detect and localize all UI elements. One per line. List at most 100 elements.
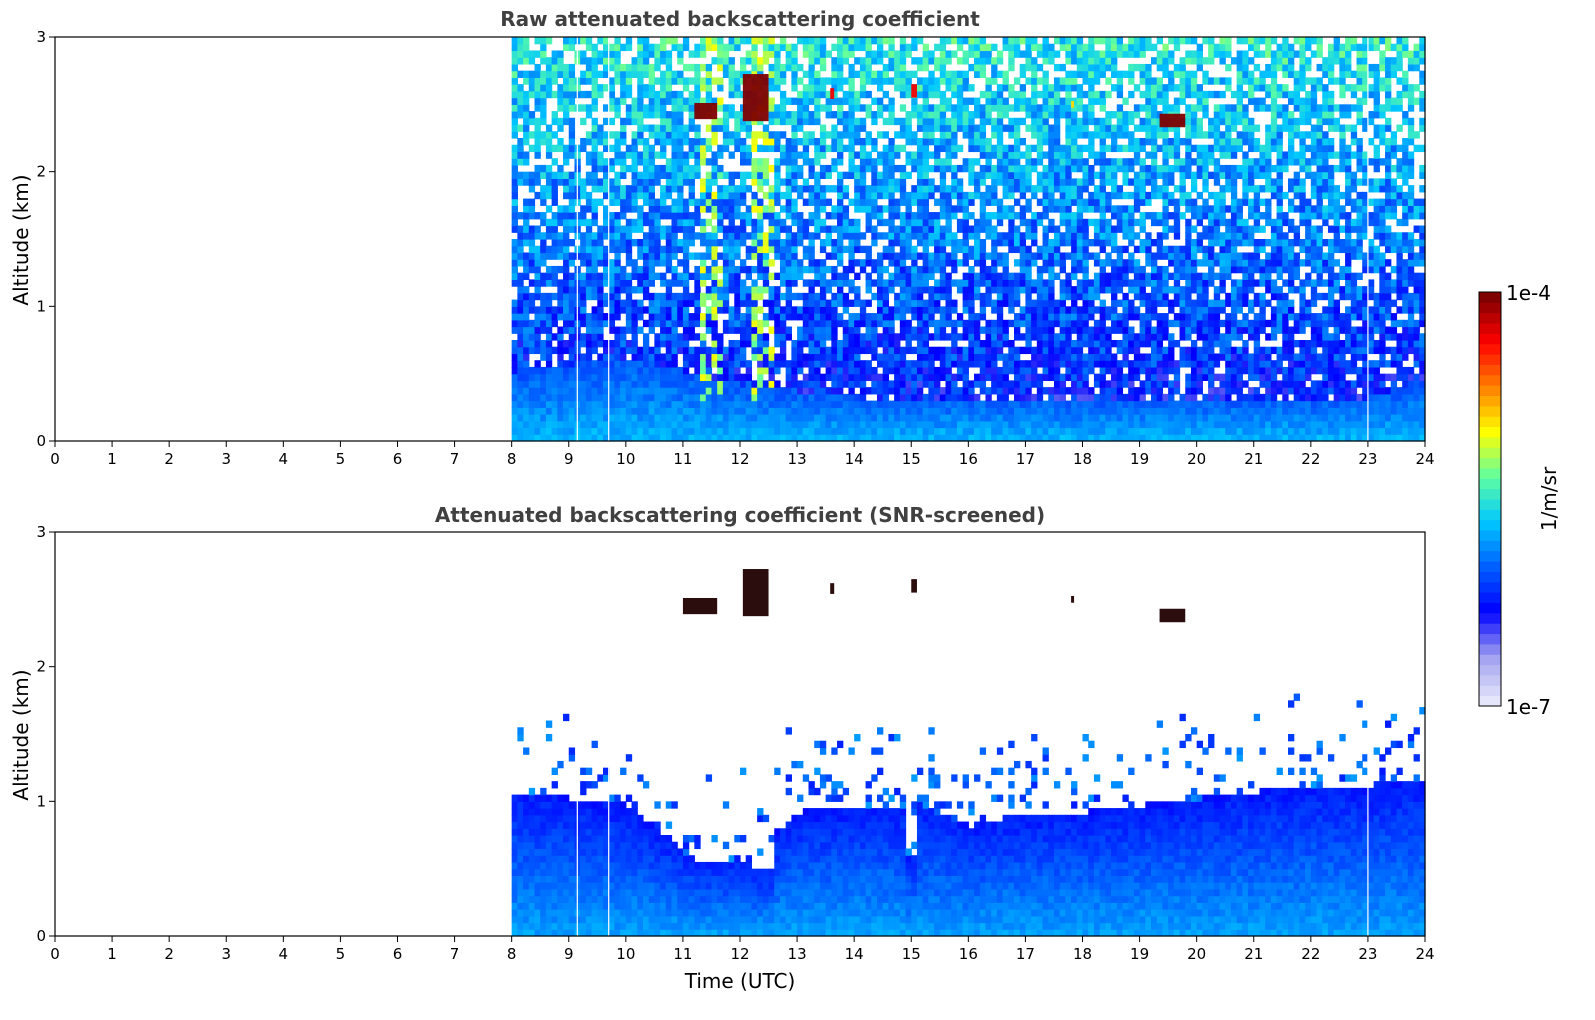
heatmap-cell — [797, 212, 804, 220]
heatmap-cell — [665, 353, 673, 361]
heatmap-cell — [642, 265, 650, 274]
heatmap-cell — [831, 373, 838, 381]
heatmap-cell — [740, 326, 747, 334]
heatmap-cell — [905, 360, 912, 368]
heatmap-cell — [528, 373, 536, 381]
heatmap-cell — [557, 373, 564, 381]
heatmap-cell — [631, 57, 638, 65]
heatmap-cell — [1059, 84, 1066, 92]
heatmap-cell — [728, 387, 735, 395]
heatmap-cell — [694, 387, 701, 395]
heatmap-cell — [888, 252, 895, 260]
heatmap-cell — [1082, 407, 1089, 415]
heatmap-cell — [888, 333, 895, 341]
heatmap-cell — [620, 366, 627, 375]
heatmap-cell — [837, 299, 844, 307]
heatmap-cell — [854, 380, 861, 388]
heatmap-cell — [682, 239, 690, 247]
heatmap-cell — [774, 326, 781, 334]
heatmap-cell — [1093, 239, 1101, 247]
heatmap-cell — [802, 151, 810, 159]
heatmap-cell — [511, 117, 518, 126]
heatmap-cell — [523, 225, 530, 233]
heatmap-cell — [654, 306, 661, 314]
heatmap-cell — [928, 164, 935, 173]
heatmap-cell — [740, 313, 747, 321]
heatmap-cell — [928, 346, 935, 355]
heatmap-cell — [700, 299, 707, 307]
heatmap-cell — [585, 313, 593, 321]
heatmap-cell — [648, 380, 655, 388]
heatmap-cell — [700, 420, 707, 429]
heatmap-cell — [740, 57, 747, 65]
heatmap-cell — [1093, 50, 1101, 58]
heatmap-cell — [797, 111, 804, 119]
heatmap-cell — [665, 340, 673, 348]
heatmap-cell — [779, 239, 787, 247]
heatmap-cell — [523, 326, 530, 334]
heatmap-cell — [854, 164, 861, 173]
heatmap-cell — [757, 434, 764, 442]
heatmap-cell — [802, 319, 810, 328]
heatmap-cell — [791, 373, 798, 381]
heatmap-cell — [545, 70, 553, 78]
heatmap-cell — [591, 259, 598, 267]
heatmap-cell — [603, 353, 610, 361]
heatmap-cell — [648, 232, 655, 240]
heatmap-cell — [888, 434, 895, 442]
heatmap-cell — [882, 420, 890, 429]
heatmap-cell — [614, 239, 621, 247]
heatmap-cell — [1065, 191, 1072, 200]
heatmap-cell — [1019, 366, 1027, 375]
heatmap-cell — [802, 299, 810, 307]
heatmap-cell — [722, 232, 730, 240]
heatmap-cell — [1048, 265, 1055, 274]
heatmap-cell — [1019, 272, 1027, 280]
heatmap-cell — [591, 239, 598, 247]
heatmap-cell — [671, 151, 678, 159]
heatmap-cell — [631, 265, 638, 274]
heatmap-cell — [568, 353, 576, 361]
heatmap-cell — [962, 259, 969, 267]
heatmap-cell — [877, 360, 884, 368]
heatmap-cell — [700, 178, 707, 186]
heatmap-cell — [717, 37, 724, 45]
heatmap-cell — [648, 400, 655, 408]
heatmap-cell — [871, 164, 878, 173]
heatmap-cell — [848, 171, 855, 179]
heatmap-cell — [591, 427, 598, 435]
heatmap-cell — [951, 104, 958, 112]
heatmap-cell — [677, 239, 684, 247]
heatmap-cell — [762, 138, 770, 146]
heatmap-cell — [848, 360, 855, 368]
heatmap-cell — [968, 393, 975, 402]
heatmap-cell — [580, 117, 587, 126]
heatmap-cell — [962, 84, 969, 92]
heatmap-cell — [922, 434, 929, 442]
heatmap-cell — [705, 313, 713, 321]
heatmap-cell — [1031, 373, 1038, 381]
heatmap-cell — [877, 265, 884, 274]
heatmap-cell — [916, 225, 924, 233]
heatmap-cell — [722, 225, 730, 233]
heatmap-cell — [665, 97, 673, 105]
heatmap-cell — [688, 380, 695, 388]
heatmap-cell — [899, 77, 907, 85]
heatmap-cell — [637, 171, 644, 179]
heatmap-cell — [757, 360, 764, 368]
heatmap-cell — [848, 111, 855, 119]
heatmap-cell — [557, 124, 564, 132]
heatmap-cell — [637, 104, 644, 112]
heatmap-cell — [916, 185, 924, 193]
heatmap-cell — [1002, 393, 1009, 402]
heatmap-cell — [711, 164, 718, 173]
heatmap-cell — [916, 346, 924, 355]
heatmap-cell — [1025, 43, 1032, 52]
heatmap-cell — [1025, 272, 1032, 280]
heatmap-cell — [568, 198, 576, 206]
heatmap-cell — [757, 178, 764, 186]
heatmap-cell — [608, 232, 616, 240]
heatmap-cell — [580, 400, 587, 408]
heatmap-cell — [797, 151, 804, 159]
heatmap-cell — [654, 97, 661, 105]
